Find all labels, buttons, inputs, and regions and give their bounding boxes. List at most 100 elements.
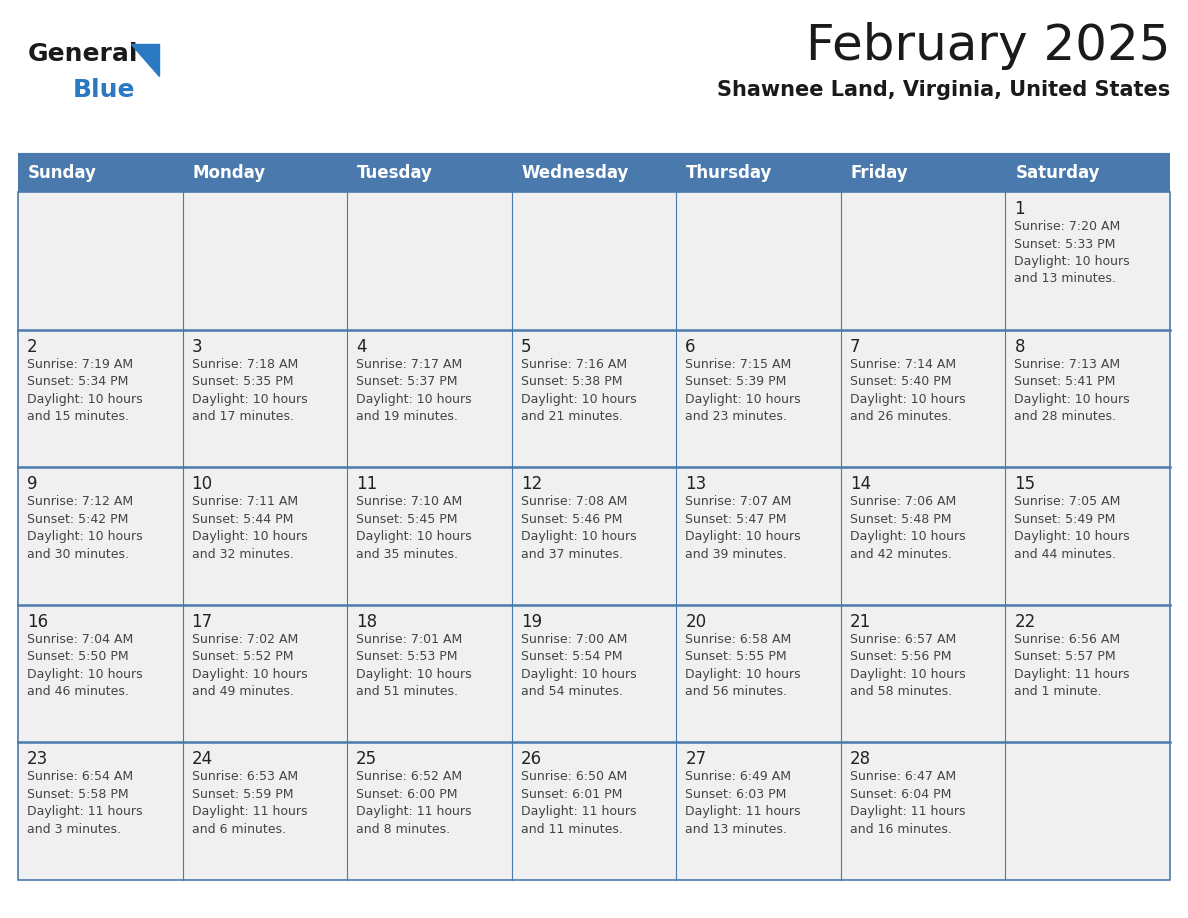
- Text: Sunrise: 7:04 AM
Sunset: 5:50 PM
Daylight: 10 hours
and 46 minutes.: Sunrise: 7:04 AM Sunset: 5:50 PM Dayligh…: [27, 633, 143, 699]
- Text: Sunrise: 7:17 AM
Sunset: 5:37 PM
Daylight: 10 hours
and 19 minutes.: Sunrise: 7:17 AM Sunset: 5:37 PM Dayligh…: [356, 358, 472, 423]
- Text: Sunrise: 6:54 AM
Sunset: 5:58 PM
Daylight: 11 hours
and 3 minutes.: Sunrise: 6:54 AM Sunset: 5:58 PM Dayligh…: [27, 770, 143, 836]
- Text: 28: 28: [849, 750, 871, 768]
- Text: Monday: Monday: [192, 164, 266, 183]
- Bar: [1005, 605, 1170, 743]
- Text: 18: 18: [356, 613, 378, 631]
- Text: Blue: Blue: [72, 78, 135, 102]
- Bar: [183, 743, 347, 880]
- Bar: [841, 605, 1005, 743]
- Text: 25: 25: [356, 750, 378, 768]
- Text: 11: 11: [356, 476, 378, 493]
- Bar: [347, 605, 512, 743]
- Polygon shape: [131, 44, 159, 76]
- Text: 24: 24: [191, 750, 213, 768]
- Text: Sunrise: 7:05 AM
Sunset: 5:49 PM
Daylight: 10 hours
and 44 minutes.: Sunrise: 7:05 AM Sunset: 5:49 PM Dayligh…: [1015, 495, 1130, 561]
- Text: Sunrise: 7:07 AM
Sunset: 5:47 PM
Daylight: 10 hours
and 39 minutes.: Sunrise: 7:07 AM Sunset: 5:47 PM Dayligh…: [685, 495, 801, 561]
- Text: 8: 8: [1015, 338, 1025, 355]
- Text: 7: 7: [849, 338, 860, 355]
- Text: 6: 6: [685, 338, 696, 355]
- Bar: [676, 467, 841, 605]
- Bar: [18, 155, 1170, 192]
- Bar: [676, 330, 841, 467]
- Text: Sunrise: 6:49 AM
Sunset: 6:03 PM
Daylight: 11 hours
and 13 minutes.: Sunrise: 6:49 AM Sunset: 6:03 PM Dayligh…: [685, 770, 801, 836]
- Bar: [347, 467, 512, 605]
- Bar: [18, 605, 183, 743]
- Bar: [512, 467, 676, 605]
- Bar: [183, 605, 347, 743]
- Text: February 2025: February 2025: [805, 22, 1170, 70]
- Text: Sunrise: 7:20 AM
Sunset: 5:33 PM
Daylight: 10 hours
and 13 minutes.: Sunrise: 7:20 AM Sunset: 5:33 PM Dayligh…: [1015, 220, 1130, 285]
- Text: 4: 4: [356, 338, 367, 355]
- Text: 16: 16: [27, 613, 49, 631]
- Text: Sunrise: 7:11 AM
Sunset: 5:44 PM
Daylight: 10 hours
and 32 minutes.: Sunrise: 7:11 AM Sunset: 5:44 PM Dayligh…: [191, 495, 308, 561]
- Bar: [183, 192, 347, 330]
- Bar: [347, 330, 512, 467]
- Text: Sunrise: 7:12 AM
Sunset: 5:42 PM
Daylight: 10 hours
and 30 minutes.: Sunrise: 7:12 AM Sunset: 5:42 PM Dayligh…: [27, 495, 143, 561]
- Text: Sunrise: 7:18 AM
Sunset: 5:35 PM
Daylight: 10 hours
and 17 minutes.: Sunrise: 7:18 AM Sunset: 5:35 PM Dayligh…: [191, 358, 308, 423]
- Text: Sunrise: 6:53 AM
Sunset: 5:59 PM
Daylight: 11 hours
and 6 minutes.: Sunrise: 6:53 AM Sunset: 5:59 PM Dayligh…: [191, 770, 307, 836]
- Text: Sunrise: 7:02 AM
Sunset: 5:52 PM
Daylight: 10 hours
and 49 minutes.: Sunrise: 7:02 AM Sunset: 5:52 PM Dayligh…: [191, 633, 308, 699]
- Text: 12: 12: [520, 476, 542, 493]
- Text: Sunrise: 7:13 AM
Sunset: 5:41 PM
Daylight: 10 hours
and 28 minutes.: Sunrise: 7:13 AM Sunset: 5:41 PM Dayligh…: [1015, 358, 1130, 423]
- Bar: [512, 330, 676, 467]
- Text: 23: 23: [27, 750, 49, 768]
- Bar: [183, 330, 347, 467]
- Text: 19: 19: [520, 613, 542, 631]
- Text: 20: 20: [685, 613, 707, 631]
- Bar: [841, 330, 1005, 467]
- Text: Sunrise: 7:01 AM
Sunset: 5:53 PM
Daylight: 10 hours
and 51 minutes.: Sunrise: 7:01 AM Sunset: 5:53 PM Dayligh…: [356, 633, 472, 699]
- Bar: [18, 743, 183, 880]
- Text: Sunrise: 6:52 AM
Sunset: 6:00 PM
Daylight: 11 hours
and 8 minutes.: Sunrise: 6:52 AM Sunset: 6:00 PM Dayligh…: [356, 770, 472, 836]
- Text: Saturday: Saturday: [1016, 164, 1100, 183]
- Text: 15: 15: [1015, 476, 1036, 493]
- Text: 9: 9: [27, 476, 38, 493]
- Text: Wednesday: Wednesday: [522, 164, 630, 183]
- Text: 1: 1: [1015, 200, 1025, 218]
- Text: 17: 17: [191, 613, 213, 631]
- Text: Sunrise: 6:57 AM
Sunset: 5:56 PM
Daylight: 10 hours
and 58 minutes.: Sunrise: 6:57 AM Sunset: 5:56 PM Dayligh…: [849, 633, 966, 699]
- Bar: [1005, 467, 1170, 605]
- Text: Sunrise: 6:50 AM
Sunset: 6:01 PM
Daylight: 11 hours
and 11 minutes.: Sunrise: 6:50 AM Sunset: 6:01 PM Dayligh…: [520, 770, 637, 836]
- Text: 3: 3: [191, 338, 202, 355]
- Text: Sunrise: 7:08 AM
Sunset: 5:46 PM
Daylight: 10 hours
and 37 minutes.: Sunrise: 7:08 AM Sunset: 5:46 PM Dayligh…: [520, 495, 637, 561]
- Text: Sunday: Sunday: [29, 164, 97, 183]
- Text: 26: 26: [520, 750, 542, 768]
- Bar: [841, 743, 1005, 880]
- Bar: [841, 192, 1005, 330]
- Text: 13: 13: [685, 476, 707, 493]
- Bar: [676, 605, 841, 743]
- Text: Tuesday: Tuesday: [358, 164, 432, 183]
- Text: Shawnee Land, Virginia, United States: Shawnee Land, Virginia, United States: [716, 80, 1170, 100]
- Bar: [676, 192, 841, 330]
- Text: Sunrise: 6:58 AM
Sunset: 5:55 PM
Daylight: 10 hours
and 56 minutes.: Sunrise: 6:58 AM Sunset: 5:55 PM Dayligh…: [685, 633, 801, 699]
- Bar: [18, 330, 183, 467]
- Text: 27: 27: [685, 750, 707, 768]
- Text: Sunrise: 7:00 AM
Sunset: 5:54 PM
Daylight: 10 hours
and 54 minutes.: Sunrise: 7:00 AM Sunset: 5:54 PM Dayligh…: [520, 633, 637, 699]
- Text: Sunrise: 7:10 AM
Sunset: 5:45 PM
Daylight: 10 hours
and 35 minutes.: Sunrise: 7:10 AM Sunset: 5:45 PM Dayligh…: [356, 495, 472, 561]
- Bar: [841, 467, 1005, 605]
- Bar: [512, 605, 676, 743]
- Text: 21: 21: [849, 613, 871, 631]
- Text: Friday: Friday: [851, 164, 909, 183]
- Text: Sunrise: 7:19 AM
Sunset: 5:34 PM
Daylight: 10 hours
and 15 minutes.: Sunrise: 7:19 AM Sunset: 5:34 PM Dayligh…: [27, 358, 143, 423]
- Text: 14: 14: [849, 476, 871, 493]
- Bar: [18, 192, 1170, 880]
- Text: Sunrise: 6:56 AM
Sunset: 5:57 PM
Daylight: 11 hours
and 1 minute.: Sunrise: 6:56 AM Sunset: 5:57 PM Dayligh…: [1015, 633, 1130, 699]
- Text: Sunrise: 7:16 AM
Sunset: 5:38 PM
Daylight: 10 hours
and 21 minutes.: Sunrise: 7:16 AM Sunset: 5:38 PM Dayligh…: [520, 358, 637, 423]
- Bar: [183, 467, 347, 605]
- Bar: [1005, 330, 1170, 467]
- Text: 2: 2: [27, 338, 38, 355]
- Text: 5: 5: [520, 338, 531, 355]
- Bar: [512, 743, 676, 880]
- Text: Sunrise: 7:06 AM
Sunset: 5:48 PM
Daylight: 10 hours
and 42 minutes.: Sunrise: 7:06 AM Sunset: 5:48 PM Dayligh…: [849, 495, 966, 561]
- Text: Sunrise: 6:47 AM
Sunset: 6:04 PM
Daylight: 11 hours
and 16 minutes.: Sunrise: 6:47 AM Sunset: 6:04 PM Dayligh…: [849, 770, 966, 836]
- Text: 22: 22: [1015, 613, 1036, 631]
- Text: Sunrise: 7:14 AM
Sunset: 5:40 PM
Daylight: 10 hours
and 26 minutes.: Sunrise: 7:14 AM Sunset: 5:40 PM Dayligh…: [849, 358, 966, 423]
- Text: 10: 10: [191, 476, 213, 493]
- Bar: [347, 192, 512, 330]
- Bar: [18, 467, 183, 605]
- Text: Sunrise: 7:15 AM
Sunset: 5:39 PM
Daylight: 10 hours
and 23 minutes.: Sunrise: 7:15 AM Sunset: 5:39 PM Dayligh…: [685, 358, 801, 423]
- Text: Thursday: Thursday: [687, 164, 772, 183]
- Bar: [512, 192, 676, 330]
- Bar: [347, 743, 512, 880]
